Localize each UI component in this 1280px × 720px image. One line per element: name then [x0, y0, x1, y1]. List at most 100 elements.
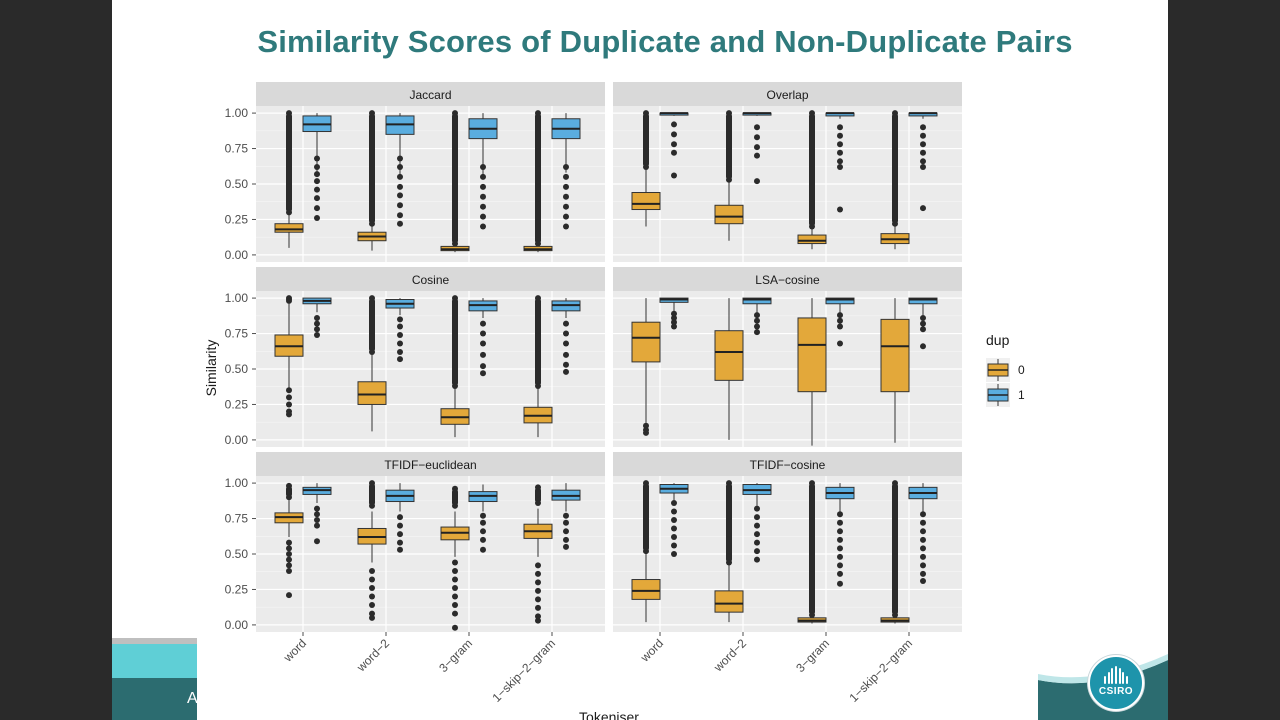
outlier-point [397, 220, 403, 227]
box-iqr [880, 318, 910, 393]
outlier-point [480, 223, 486, 230]
outlier-point [452, 610, 458, 617]
box-1 [825, 112, 855, 213]
outlier-point [369, 585, 375, 592]
page-title: Similarity Scores of Duplicate and Non-D… [257, 24, 1073, 59]
box-1 [468, 298, 498, 377]
outlier-band [643, 113, 649, 167]
box-1 [468, 113, 498, 230]
outlier-point [754, 522, 760, 529]
outlier-point [643, 426, 649, 433]
outlier-point [920, 149, 926, 156]
outlier-point [809, 110, 815, 117]
outlier-point [837, 317, 843, 324]
outlier-point [452, 593, 458, 600]
outlier-point [369, 480, 375, 487]
outlier-point [892, 480, 898, 487]
outlier-point [480, 370, 486, 377]
outlier-point [837, 562, 843, 569]
box-1 [385, 113, 415, 227]
outlier-point [563, 320, 569, 327]
outlier-point [314, 314, 320, 321]
facet-strip [613, 452, 962, 476]
box-0 [880, 110, 910, 250]
outlier-point [920, 536, 926, 543]
outlier-point [369, 568, 375, 575]
outlier-point [286, 482, 292, 489]
legend: dup 0 1 [986, 332, 1025, 407]
footer-band-light [112, 644, 197, 678]
outlier-point [369, 502, 375, 509]
outlier-band [892, 483, 898, 615]
outlier-band [452, 298, 458, 387]
outlier-point [643, 548, 649, 555]
box-0 [440, 110, 470, 253]
outlier-point [480, 536, 486, 543]
outlier-point [369, 602, 375, 609]
legend-title: dup [986, 332, 1010, 348]
box-1 [825, 483, 855, 587]
outlier-point [563, 536, 569, 543]
outlier-point [397, 316, 403, 323]
y-tick-label: 0.50 [225, 547, 249, 561]
logo-text: CSIRO [1098, 686, 1134, 697]
facet-title: Jaccard [409, 88, 451, 102]
outlier-point [286, 401, 292, 408]
outlier-point [397, 514, 403, 521]
outlier-point [286, 539, 292, 546]
outlier-point [754, 531, 760, 538]
box-0 [797, 110, 827, 250]
outlier-point [314, 326, 320, 333]
outlier-point [480, 173, 486, 180]
outlier-point [892, 220, 898, 227]
outlier-point [397, 531, 403, 538]
box-0 [714, 480, 744, 623]
box-0 [880, 298, 910, 443]
box-0 [357, 295, 387, 432]
outlier-point [754, 178, 760, 185]
outlier-point [920, 163, 926, 170]
outlier-point [837, 323, 843, 330]
outlier-point [314, 511, 320, 518]
outlier-point [286, 556, 292, 563]
footer-divider [112, 638, 197, 644]
box-0 [880, 480, 910, 624]
outlier-point [480, 320, 486, 327]
outlier-point [563, 183, 569, 190]
facet-title: TFIDF−euclidean [384, 458, 476, 472]
outlier-point [314, 331, 320, 338]
outlier-point [563, 543, 569, 550]
facet-title: TFIDF−cosine [750, 458, 826, 472]
outlier-point [563, 512, 569, 519]
outlier-point [286, 408, 292, 415]
box-0 [797, 480, 827, 624]
y-tick-label: 0.75 [225, 327, 249, 341]
box-1 [659, 297, 689, 330]
outlier-point [671, 149, 677, 156]
outlier-point [809, 480, 815, 487]
box-0 [523, 295, 553, 438]
box-0 [714, 298, 744, 440]
outlier-point [286, 110, 292, 117]
outlier-point [671, 499, 677, 506]
outlier-point [314, 516, 320, 523]
outlier-point [837, 206, 843, 213]
x-tick-label: 3−gram [436, 636, 475, 675]
outlier-point [535, 562, 541, 569]
outlier-point [671, 141, 677, 148]
outlier-point [480, 213, 486, 220]
outlier-point [920, 132, 926, 139]
legend-label: 1 [1018, 388, 1025, 402]
outlier-point [535, 613, 541, 620]
box-0 [357, 480, 387, 621]
outlier-point [314, 215, 320, 222]
outlier-point [671, 533, 677, 540]
box-iqr [357, 381, 387, 405]
box-1 [742, 112, 772, 185]
y-tick-label: 0.00 [225, 433, 249, 447]
boxplot-chart: Jaccard 0.00 0.25 0.50 0.75 1.00 Overlap Cosine… [203, 82, 1025, 720]
outlier-point [671, 525, 677, 532]
outlier-point [563, 223, 569, 230]
box-1 [551, 483, 581, 550]
outlier-band [726, 483, 732, 563]
